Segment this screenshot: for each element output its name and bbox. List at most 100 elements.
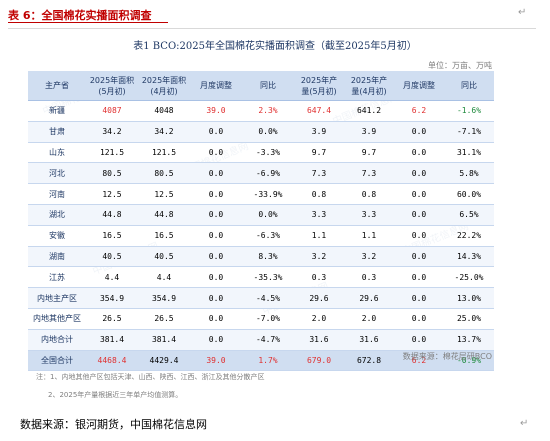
cell-area-apr: 12.5 (138, 183, 190, 205)
cell-prod-apr: 3.2 (344, 246, 394, 268)
cell-prod-apr: 2.0 (344, 308, 394, 330)
header-area-yoy: 同比 (242, 71, 294, 101)
cell-area-apr: 40.5 (138, 246, 190, 268)
cell-prod-adj: 0.0 (394, 266, 444, 289)
cell-province: 湖南 (28, 246, 86, 268)
cell-area-apr: 4048 (138, 100, 190, 122)
cell-prod-apr: 3.9 (344, 121, 394, 143)
cell-prod-may: 29.6 (294, 287, 344, 309)
cell-area-may: 40.5 (86, 246, 138, 268)
cell-province: 内地其他产区 (28, 308, 86, 330)
table-row: 河北 80.5 80.5 0.0 -6.9% 7.3 7.3 0.0 5.8% (28, 162, 494, 185)
cell-prod-adj: 0.0 (394, 183, 444, 205)
table-row: 湖南 40.5 40.5 0.0 8.3% 3.2 3.2 0.0 14.3% (28, 246, 494, 268)
cell-area-apr: 80.5 (138, 162, 190, 185)
table-row: 湖北 44.8 44.8 0.0 0.0% 3.3 3.3 0.0 6.5% (28, 204, 494, 226)
cell-prod-adj: 0.0 (394, 204, 444, 226)
cell-area-adj: 39.0 (190, 350, 242, 372)
cell-prod-adj: 0.0 (394, 329, 444, 351)
cell-area-apr: 16.5 (138, 225, 190, 247)
cell-prod-adj: 6.2 (394, 100, 444, 122)
cell-area-yoy: 0.0% (242, 204, 294, 226)
cell-prod-yoy: 25.0% (444, 308, 494, 330)
cell-area-yoy: -6.9% (242, 162, 294, 185)
table-row: 江苏 4.4 4.4 0.0 -35.3% 0.3 0.3 0.0 -25.0% (28, 266, 494, 289)
cell-area-apr: 4.4 (138, 266, 190, 289)
table-row: 河南 12.5 12.5 0.0 -33.9% 0.8 0.8 0.0 60.0% (28, 183, 494, 205)
cell-area-yoy: -4.5% (242, 287, 294, 309)
cell-area-yoy: -3.3% (242, 142, 294, 164)
table-body: 新疆 4087 4048 39.0 2.3% 647.4 641.2 6.2 -1.6% 甘肃 34… (28, 100, 494, 372)
footer-source: 数据来源：银河期货，中国棉花信息网 (20, 418, 207, 431)
cell-province: 全国合计 (28, 350, 86, 372)
cell-prod-adj: 0.0 (394, 142, 444, 164)
cell-province: 湖北 (28, 204, 86, 226)
cell-area-yoy: -4.7% (242, 329, 294, 351)
note-2: 2、2025年产量根据近三年单产均值测算。 (48, 391, 183, 399)
cell-prod-may: 1.1 (294, 225, 344, 247)
cell-prod-yoy: 13.7% (444, 329, 494, 351)
cell-area-apr: 121.5 (138, 142, 190, 164)
header-prod-apr: 2025年产量(4月初) (344, 71, 394, 101)
cell-area-adj: 0.0 (190, 329, 242, 351)
cell-prod-apr: 1.1 (344, 225, 394, 247)
paragraph-mark-icon: ↵ (518, 7, 527, 18)
cell-area-adj: 0.0 (190, 142, 242, 164)
cell-area-adj: 39.0 (190, 100, 242, 122)
cell-prod-adj: 0.0 (394, 246, 444, 268)
cell-prod-may: 0.8 (294, 183, 344, 205)
cotton-area-table: 主产省 2025年面积(5月初) 2025年面积(4月初) 月度调整 同比 20… (28, 71, 494, 372)
inner-source-label: 数据来源：棉花层研BCO (402, 352, 492, 361)
cell-prod-yoy: 60.0% (444, 183, 494, 205)
table-row: 全国合计 4468.4 4429.4 39.0 1.7% 679.0 672.8 6.2 -0.… (28, 350, 494, 372)
cell-area-may: 44.8 (86, 204, 138, 226)
cell-prod-adj: 0.0 (394, 308, 444, 330)
cell-prod-may: 3.3 (294, 204, 344, 226)
cell-prod-may: 3.2 (294, 246, 344, 268)
table-image-frame (8, 28, 536, 417)
table-row: 内地其他产区 26.5 26.5 0.0 -7.0% 2.0 2.0 0.0 25.0% (28, 308, 494, 330)
cell-area-may: 12.5 (86, 183, 138, 205)
cell-prod-adj: 0.0 (394, 287, 444, 309)
cell-area-may: 26.5 (86, 308, 138, 330)
cell-area-may: 16.5 (86, 225, 138, 247)
cell-prod-may: 679.0 (294, 350, 344, 372)
cell-area-adj: 0.0 (190, 121, 242, 143)
header-area-apr: 2025年面积(4月初) (138, 71, 190, 101)
cell-prod-apr: 9.7 (344, 142, 394, 164)
cell-area-may: 121.5 (86, 142, 138, 164)
header-prod-may: 2025年产量(5月初) (294, 71, 344, 101)
header-prod-yoy: 同比 (444, 71, 494, 101)
cell-area-yoy: 2.3% (242, 100, 294, 122)
cell-prod-apr: 3.3 (344, 204, 394, 226)
cell-prod-adj: 0.0 (394, 162, 444, 185)
cell-area-may: 354.9 (86, 287, 138, 309)
heading-underline (8, 22, 168, 23)
cell-prod-apr: 0.3 (344, 266, 394, 289)
cell-area-adj: 0.0 (190, 183, 242, 205)
table-row: 内地合计 381.4 381.4 0.0 -4.7% 31.6 31.6 0.0 13.7% (28, 329, 494, 351)
cell-area-may: 80.5 (86, 162, 138, 185)
cell-area-apr: 4429.4 (138, 350, 190, 372)
table-header-row: 主产省 2025年面积(5月初) 2025年面积(4月初) 月度调整 同比 20… (28, 71, 494, 101)
cell-prod-yoy: 22.2% (444, 225, 494, 247)
cell-area-adj: 0.0 (190, 225, 242, 247)
cell-prod-apr: 641.2 (344, 100, 394, 122)
header-province: 主产省 (28, 71, 86, 101)
cell-prod-may: 0.3 (294, 266, 344, 289)
cell-prod-may: 647.4 (294, 100, 344, 122)
cell-area-apr: 381.4 (138, 329, 190, 351)
cell-prod-may: 31.6 (294, 329, 344, 351)
cell-area-adj: 0.0 (190, 246, 242, 268)
table-row: 山东 121.5 121.5 0.0 -3.3% 9.7 9.7 0.0 31.1% (28, 142, 494, 164)
cell-prod-yoy: 14.3% (444, 246, 494, 268)
cell-area-apr: 44.8 (138, 204, 190, 226)
cell-prod-yoy: 6.5% (444, 204, 494, 226)
table-row: 安徽 16.5 16.5 0.0 -6.3% 1.1 1.1 0.0 22.2% (28, 225, 494, 247)
table-caption: 表1 BCO:2025年全国棉花实播面积调查（截至2025年5月初） (133, 41, 417, 52)
cell-area-yoy: 8.3% (242, 246, 294, 268)
cell-province: 内地主产区 (28, 287, 86, 309)
unit-label: 单位：万亩、万吨 (428, 61, 492, 70)
cell-area-adj: 0.0 (190, 266, 242, 289)
cell-area-may: 4087 (86, 100, 138, 122)
